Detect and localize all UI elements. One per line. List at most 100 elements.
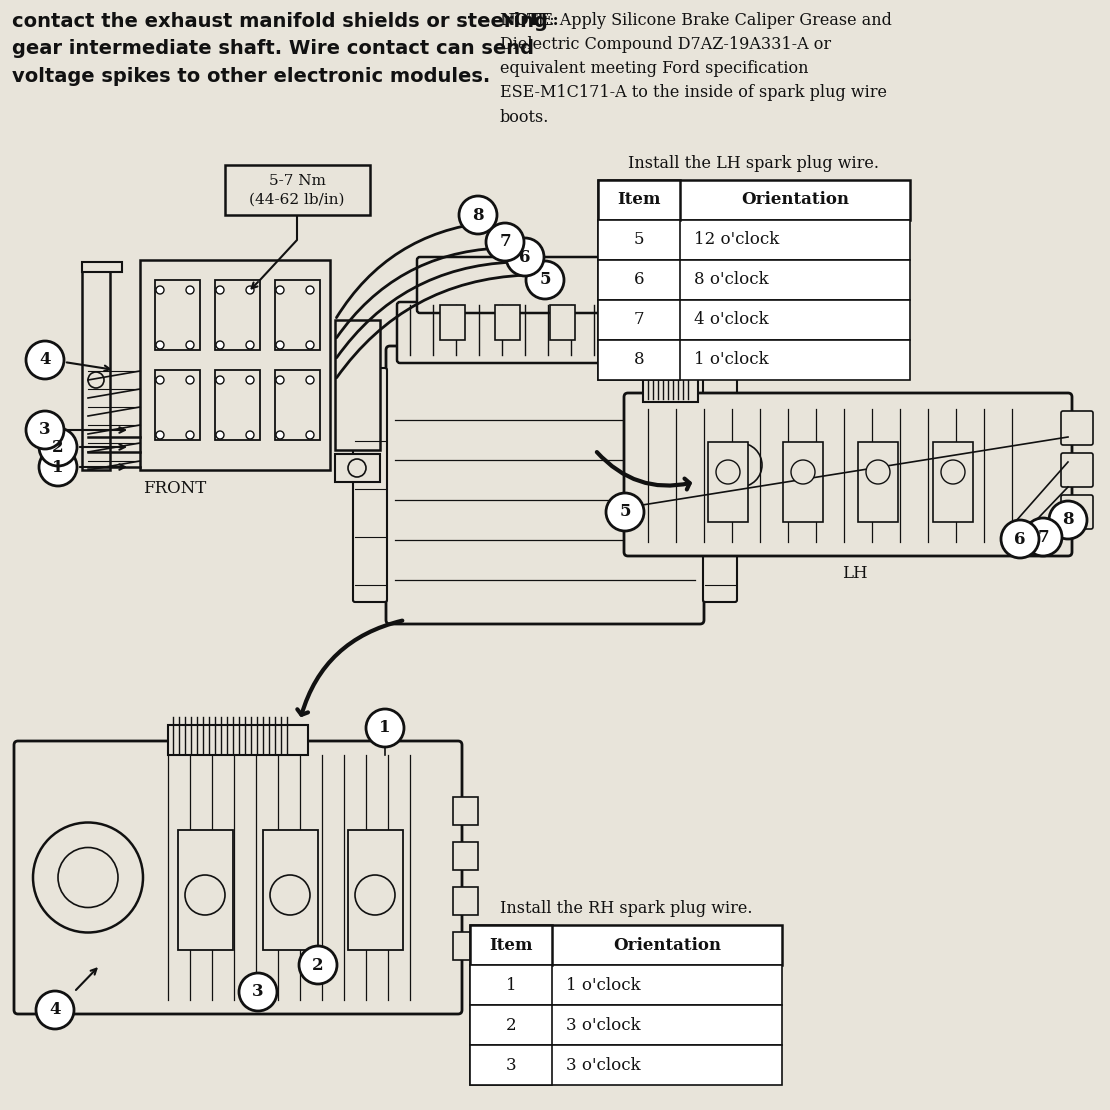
Text: Install the RH spark plug wire.: Install the RH spark plug wire. xyxy=(500,900,753,917)
Text: 8: 8 xyxy=(472,206,484,223)
Circle shape xyxy=(216,376,224,384)
Text: 2: 2 xyxy=(312,957,324,973)
Bar xyxy=(934,442,973,522)
Circle shape xyxy=(58,848,118,908)
Circle shape xyxy=(606,493,644,531)
Bar xyxy=(643,357,698,402)
Text: Install the LH spark plug wire.: Install the LH spark plug wire. xyxy=(628,155,879,172)
Circle shape xyxy=(26,411,64,450)
Circle shape xyxy=(941,460,965,484)
Bar xyxy=(470,1005,783,1045)
Text: 7: 7 xyxy=(1037,528,1049,545)
Circle shape xyxy=(1025,518,1062,556)
Text: Orientation: Orientation xyxy=(613,937,722,953)
Circle shape xyxy=(246,376,254,384)
Circle shape xyxy=(276,376,284,384)
Bar xyxy=(598,180,910,220)
Bar xyxy=(263,830,317,950)
Bar xyxy=(155,370,200,440)
Text: 8: 8 xyxy=(1062,512,1073,528)
Circle shape xyxy=(157,286,164,294)
FancyBboxPatch shape xyxy=(624,393,1072,556)
Circle shape xyxy=(246,341,254,349)
FancyBboxPatch shape xyxy=(14,741,462,1015)
Bar xyxy=(453,932,478,960)
Text: 6: 6 xyxy=(519,249,531,265)
Text: 4: 4 xyxy=(49,1001,61,1019)
Bar xyxy=(598,340,680,380)
Circle shape xyxy=(39,428,77,466)
Bar xyxy=(598,340,910,380)
FancyBboxPatch shape xyxy=(1061,453,1093,487)
Circle shape xyxy=(276,431,284,438)
Circle shape xyxy=(216,286,224,294)
Text: 5-7 Nm
(44-62 lb/in): 5-7 Nm (44-62 lb/in) xyxy=(250,174,345,206)
Circle shape xyxy=(355,875,395,915)
Circle shape xyxy=(866,460,890,484)
Circle shape xyxy=(26,341,64,379)
Bar xyxy=(598,260,680,300)
Bar xyxy=(598,220,680,260)
Bar xyxy=(470,925,552,965)
Circle shape xyxy=(157,431,164,438)
Bar xyxy=(549,305,575,340)
Circle shape xyxy=(1001,519,1039,558)
Text: 4 o'clock: 4 o'clock xyxy=(694,312,768,329)
Bar xyxy=(453,797,478,825)
Bar xyxy=(470,965,783,1005)
Text: 1 o'clock: 1 o'clock xyxy=(566,977,640,993)
FancyBboxPatch shape xyxy=(397,302,693,363)
Circle shape xyxy=(366,709,404,747)
Circle shape xyxy=(718,443,761,487)
Circle shape xyxy=(1049,501,1087,539)
Text: 2: 2 xyxy=(506,1017,516,1033)
Circle shape xyxy=(36,991,74,1029)
Bar xyxy=(335,320,380,450)
Circle shape xyxy=(349,460,366,477)
Bar xyxy=(82,262,122,272)
Text: 3: 3 xyxy=(506,1057,516,1073)
Text: 7: 7 xyxy=(500,233,511,251)
Circle shape xyxy=(186,341,194,349)
Text: 8 o'clock: 8 o'clock xyxy=(694,272,768,289)
Circle shape xyxy=(306,286,314,294)
Circle shape xyxy=(306,341,314,349)
Bar xyxy=(275,370,320,440)
Text: 6: 6 xyxy=(634,272,644,289)
Text: Item: Item xyxy=(490,937,533,953)
Text: NOTE: Apply Silicone Brake Caliper Grease and
Dielectric Compound D7AZ-19A331-A : NOTE: Apply Silicone Brake Caliper Greas… xyxy=(500,12,891,125)
Text: 3 o'clock: 3 o'clock xyxy=(566,1017,640,1033)
Text: 5: 5 xyxy=(619,504,630,521)
Text: 3 o'clock: 3 o'clock xyxy=(566,1057,640,1073)
Text: NOTE:: NOTE: xyxy=(500,12,558,29)
Text: 1: 1 xyxy=(506,977,516,993)
Bar xyxy=(453,887,478,915)
Text: contact the exhaust manifold shields or steering
gear intermediate shaft. Wire c: contact the exhaust manifold shields or … xyxy=(12,12,548,85)
Circle shape xyxy=(791,460,815,484)
Text: Orientation: Orientation xyxy=(741,192,849,209)
Bar xyxy=(155,280,200,350)
Bar xyxy=(598,180,680,220)
Bar xyxy=(440,305,465,340)
Circle shape xyxy=(299,946,337,983)
Bar xyxy=(453,842,478,870)
Text: 12 o'clock: 12 o'clock xyxy=(694,232,779,249)
FancyBboxPatch shape xyxy=(386,346,704,624)
Text: 5: 5 xyxy=(634,232,644,249)
Bar xyxy=(215,280,260,350)
Circle shape xyxy=(276,286,284,294)
Circle shape xyxy=(526,261,564,299)
Text: 7: 7 xyxy=(634,312,644,329)
FancyBboxPatch shape xyxy=(417,258,673,313)
Text: 8: 8 xyxy=(634,352,644,369)
Bar xyxy=(598,300,910,340)
Circle shape xyxy=(39,448,77,486)
Text: 2: 2 xyxy=(52,438,63,455)
Bar xyxy=(349,830,403,950)
Circle shape xyxy=(506,238,544,276)
Bar xyxy=(470,1045,783,1084)
Bar xyxy=(598,300,680,340)
Text: 1 o'clock: 1 o'clock xyxy=(694,352,768,369)
Circle shape xyxy=(239,973,278,1011)
Bar xyxy=(598,220,910,260)
